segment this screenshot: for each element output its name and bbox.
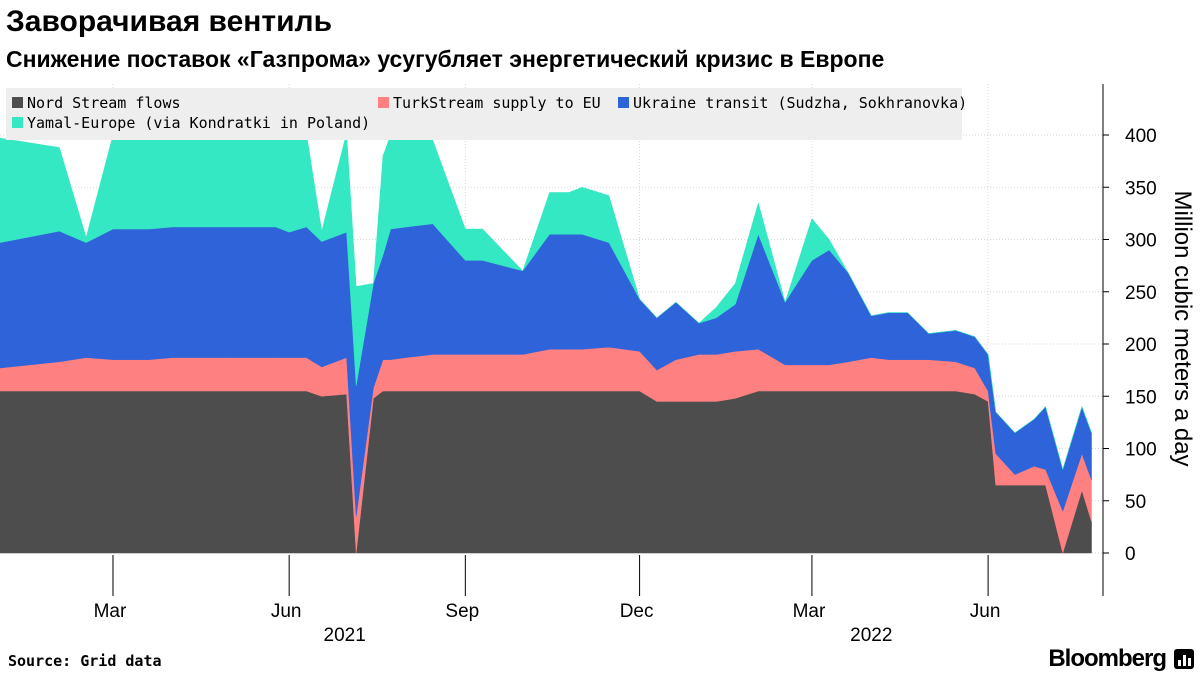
x-year-label: 2022 [850, 625, 892, 646]
legend-background [6, 88, 962, 140]
y-tick-label: 50 [1125, 492, 1146, 513]
legend-swatch [378, 97, 389, 108]
y-tick-label: 250 [1125, 283, 1157, 304]
chart-subtitle: Снижение поставок «Газпрома» усугубляет … [6, 46, 885, 72]
y-tick-label: 0 [1125, 544, 1136, 565]
legend-swatch [12, 117, 23, 128]
y-tick-label: 150 [1125, 387, 1157, 408]
x-tick-label: Mar [94, 601, 127, 622]
chart-title: Заворачивая вентиль [6, 5, 333, 38]
x-tick-label: Dec [620, 601, 654, 622]
x-tick-label: Sep [445, 601, 479, 622]
legend-label: Yamal-Europe (via Kondratki in Poland) [27, 114, 370, 132]
bloomberg-terminal-icon [1174, 649, 1194, 669]
legend-label: Nord Stream flows [27, 94, 181, 112]
x-year-label: 2021 [324, 625, 366, 646]
legend-swatch [618, 97, 629, 108]
bloomberg-logo: Bloomberg [1048, 645, 1167, 672]
x-tick-label: Mar [793, 601, 826, 622]
y-tick-label: 350 [1125, 178, 1157, 199]
y-axis-label: Million cubic meters a day [1169, 190, 1196, 466]
legend-swatch [12, 97, 23, 108]
x-tick-label: Jun [970, 601, 1001, 622]
y-tick-label: 400 [1125, 126, 1157, 147]
source-note: Source: Grid data [8, 652, 162, 670]
y-tick-label: 100 [1125, 440, 1157, 461]
area-series-1 [0, 390, 1092, 554]
legend-label: TurkStream supply to EU [393, 94, 601, 112]
y-tick-label: 200 [1125, 335, 1157, 356]
y-tick-label: 300 [1125, 231, 1157, 252]
legend-label: Ukraine transit (Sudzha, Sokhranovka) [633, 94, 967, 112]
x-tick-label: Jun [271, 601, 302, 622]
